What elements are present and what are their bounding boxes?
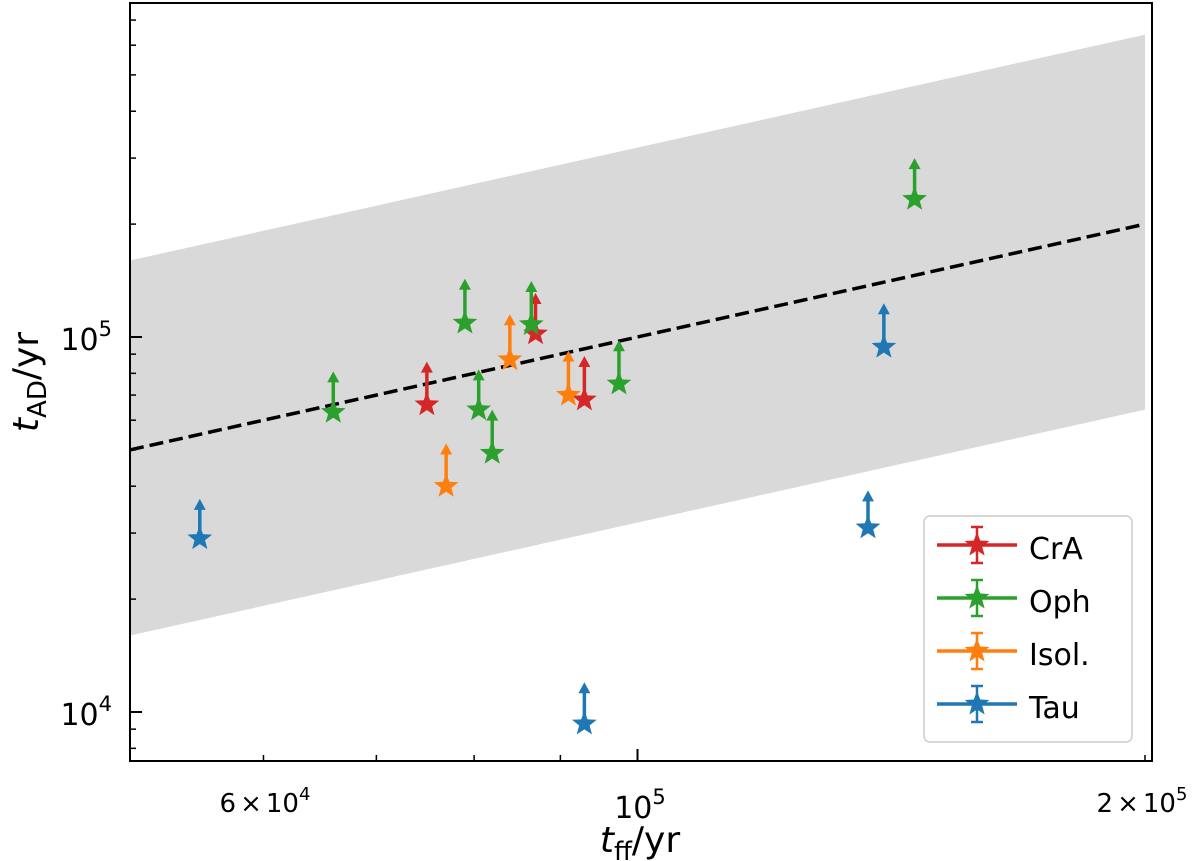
- fit-line: [130, 222, 1146, 452]
- data-point-cra-3: [572, 355, 597, 411]
- limit-arrow-head: [327, 371, 340, 383]
- star-marker: [497, 346, 523, 371]
- legend-star-marker: [964, 691, 990, 715]
- star-marker: [572, 710, 597, 735]
- x-tick-label-1e5: 105: [614, 785, 666, 826]
- data-point-isol-2: [497, 314, 523, 371]
- star-marker: [871, 334, 897, 358]
- y-tick-label-1e5: 105: [60, 317, 112, 358]
- limit-arrow-head: [420, 361, 433, 373]
- star-marker: [466, 396, 492, 421]
- star-marker: [518, 311, 544, 335]
- x-tick-label-6e4: 6 × 104: [220, 784, 311, 819]
- limit-arrow-head: [486, 409, 499, 421]
- scatter-band: [130, 34, 1145, 636]
- legend-star-marker: [964, 638, 990, 662]
- star-marker: [187, 525, 213, 550]
- data-point-tau-2: [572, 682, 597, 735]
- x-axis-title: tff/yr: [600, 820, 680, 861]
- star-marker: [320, 399, 346, 423]
- limit-arrow-head: [877, 303, 890, 315]
- x-tick-label-2e5: 2 × 105: [1097, 784, 1188, 819]
- star-marker: [902, 186, 927, 210]
- legend-entry-oph: Oph: [937, 578, 1091, 620]
- star-marker: [479, 440, 505, 464]
- star-marker: [855, 514, 881, 539]
- limit-arrow-head: [612, 340, 625, 352]
- legend-label-cra: CrA: [1029, 532, 1083, 567]
- plot-frame: [129, 2, 1153, 762]
- axis-ticks: [129, 19, 1146, 761]
- data-point-oph-5: [518, 281, 544, 335]
- star-marker: [606, 370, 632, 395]
- data-point-oph-6: [606, 340, 632, 395]
- legend-label-tau: Tau: [1028, 691, 1080, 726]
- legend: CrA Oph Isol. Tau: [923, 515, 1133, 743]
- legend-entry-isol: Isol.: [937, 631, 1090, 673]
- data-point-tau-4: [871, 303, 897, 358]
- limit-arrow-head: [193, 498, 206, 510]
- legend-label-oph: Oph: [1029, 585, 1091, 620]
- star-marker: [433, 473, 459, 497]
- limit-arrow-head: [458, 278, 471, 290]
- data-point-oph-7: [902, 158, 927, 210]
- star-marker: [414, 391, 440, 416]
- data-point-oph-3: [466, 369, 492, 421]
- legend-label-isol: Isol.: [1029, 638, 1090, 673]
- data-point-oph-4: [479, 409, 505, 464]
- legend-star-marker: [964, 585, 990, 609]
- star-marker: [572, 386, 597, 411]
- data-point-oph-1: [320, 371, 346, 423]
- data-point-isol-1: [433, 443, 459, 497]
- limit-arrow-head: [440, 443, 453, 455]
- limit-arrow-head: [562, 350, 575, 362]
- limit-arrow-head: [578, 682, 591, 694]
- star-marker: [452, 309, 478, 334]
- data-point-tau-3: [855, 490, 881, 539]
- limit-arrow-head: [503, 314, 516, 326]
- y-axis-title: tAD/yr: [6, 332, 53, 432]
- star-marker: [556, 382, 581, 406]
- legend-entry-cra: CrA: [937, 525, 1083, 567]
- y-tick-label-1e4: 104: [60, 692, 112, 733]
- limit-arrow-head: [908, 158, 921, 170]
- data-point-oph-2: [452, 278, 478, 334]
- legend-box: [923, 515, 1133, 743]
- data-point-cra-1: [414, 361, 440, 416]
- legend-star-marker: [964, 532, 990, 556]
- limit-arrow-head: [861, 490, 874, 502]
- legend-entry-tau: Tau: [937, 684, 1080, 726]
- data-point-tau-1: [187, 498, 213, 550]
- limit-arrow-head: [525, 281, 538, 293]
- data-points: [187, 158, 927, 735]
- limit-arrow-head: [472, 369, 485, 381]
- data-point-isol-3: [556, 350, 581, 406]
- limit-arrow-head: [578, 355, 591, 367]
